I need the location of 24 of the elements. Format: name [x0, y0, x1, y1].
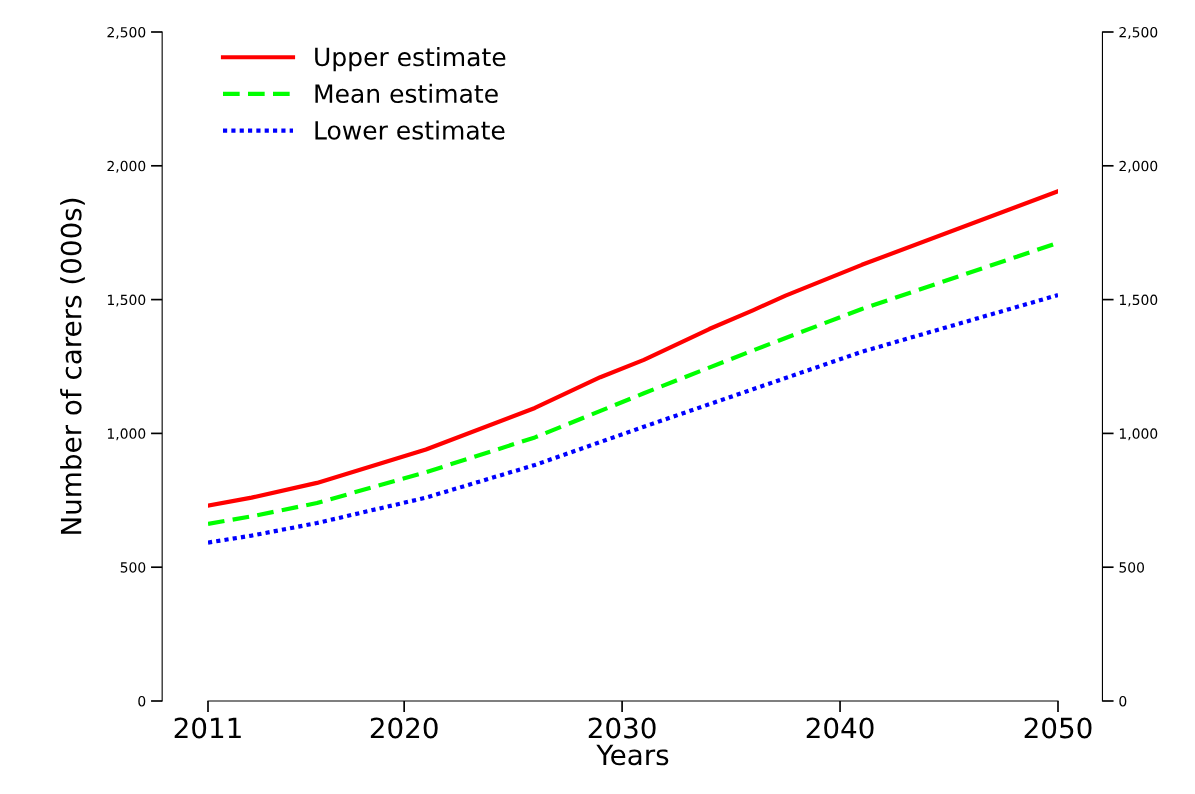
x-tick-label: 2030 [588, 717, 656, 739]
y-tick-label: 1,500 [107, 294, 146, 307]
x-axis-title: Years [596, 744, 669, 766]
x-tick-label: 2050 [1024, 717, 1092, 739]
y-tick-label: 500 [120, 562, 146, 573]
line-series [208, 292, 1058, 545]
y2-tick-label: 0 [1119, 695, 1127, 707]
y2-tick-label: 500 [1119, 562, 1144, 573]
x-tick-label: 2040 [806, 717, 874, 739]
y2-tick-label: 2,000 [1119, 160, 1158, 173]
legend-label: Mean estimate [315, 83, 498, 104]
y2-tick-label: 1,500 [1119, 294, 1158, 307]
x-tick-label: 2020 [370, 717, 438, 739]
y-axis-title: Number of carers (000s) [60, 198, 85, 534]
line-series [208, 189, 1058, 508]
y2-tick-label: 1,000 [1119, 428, 1158, 441]
y-tick-label: 0 [138, 695, 146, 707]
x-tick-label: 2011 [174, 717, 241, 739]
y-tick-label: 1,000 [107, 428, 146, 441]
legend-label: Upper estimate [315, 47, 506, 72]
legend-label: Lower estimate [315, 120, 505, 140]
y-tick-label: 2,500 [107, 26, 146, 39]
y2-tick-label: 2,500 [1119, 26, 1158, 39]
y-tick-label: 2,000 [107, 160, 146, 173]
